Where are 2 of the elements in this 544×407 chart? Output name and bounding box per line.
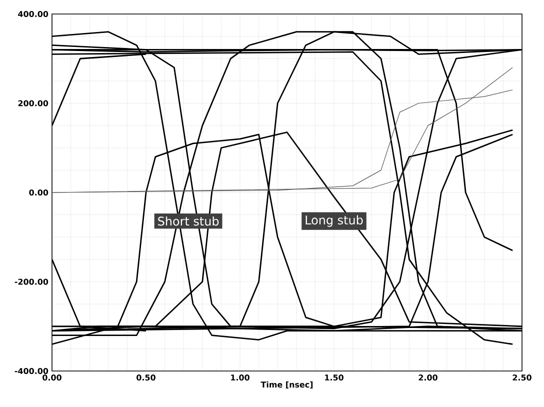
annotation: Short stub	[158, 216, 219, 226]
annotation: Long stub	[306, 215, 363, 227]
